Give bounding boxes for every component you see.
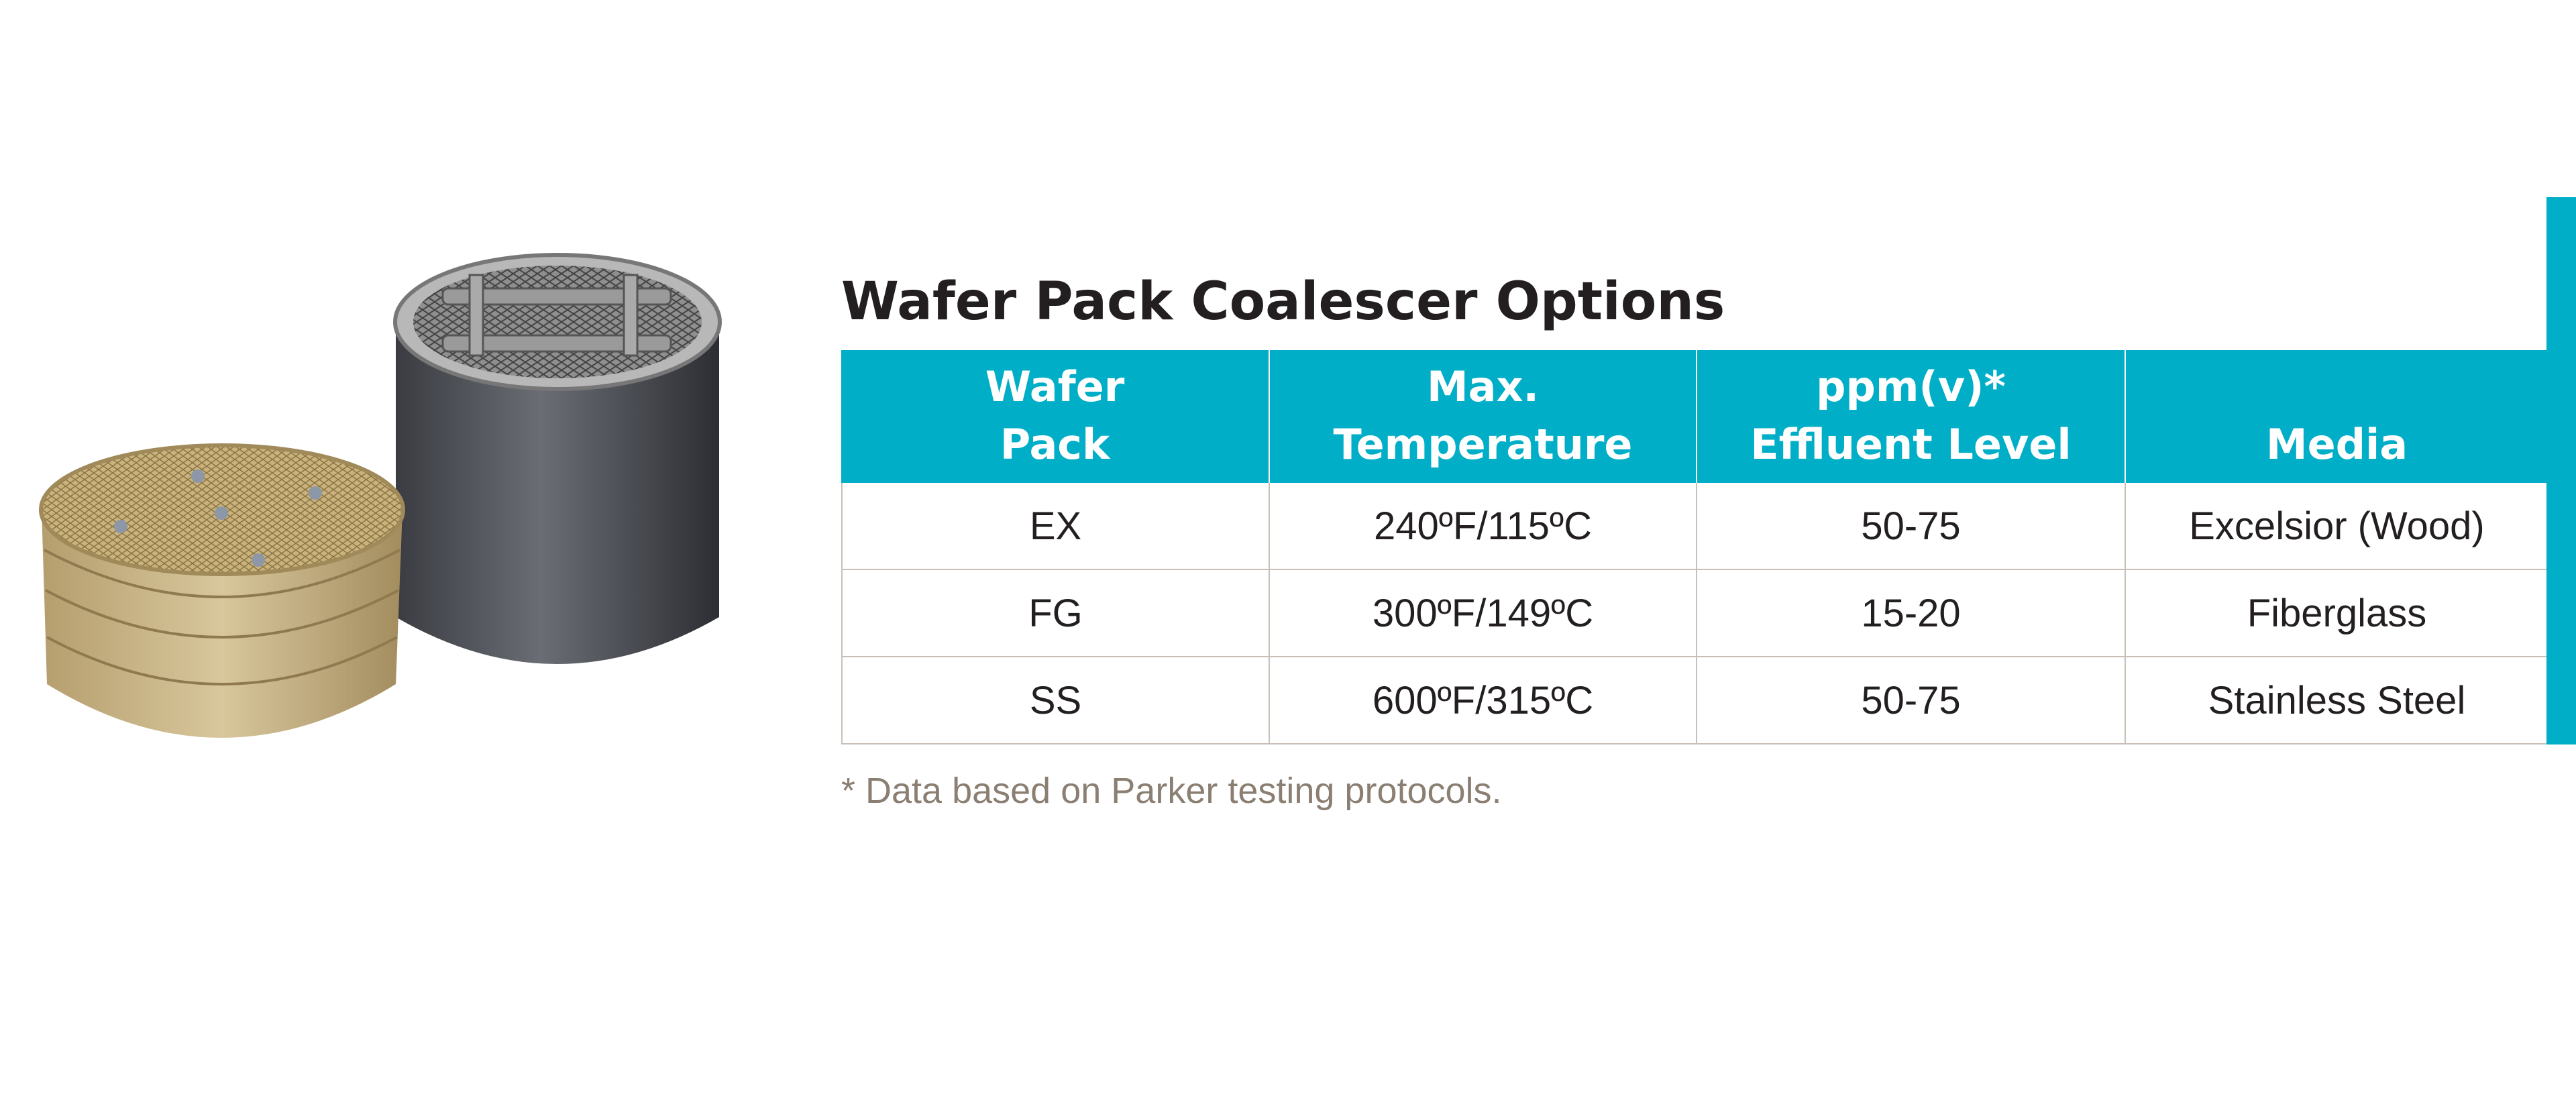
header-text: Pack [1000, 420, 1110, 469]
table-title: Wafer Pack Coalescer Options [841, 272, 1725, 332]
table-cell: FG [841, 570, 1270, 657]
table-cell: SS [841, 657, 1270, 744]
wood-wafer-pack [39, 443, 405, 738]
table-cell: 600ºF/315ºC [1270, 657, 1697, 744]
table-row: EX 240ºF/115ºC 50-75 Excelsior (Wood) [841, 483, 2549, 570]
header-text: Temperature [1333, 420, 1633, 469]
header-row: Wafer Pack Max. Temperature ppm(v)* Effluent … [841, 350, 2549, 483]
footnote: * Data based on Parker testing protocols… [841, 771, 1502, 811]
header-text: Media [2265, 420, 2408, 469]
header-text: Max. [1426, 362, 1540, 411]
header-text: Wafer [985, 362, 1125, 411]
header-text: ppm(v)* [1816, 362, 2006, 411]
steel-wafer-pack [393, 253, 722, 664]
accent-bar [2546, 197, 2576, 744]
table-cell: Fiberglass [2126, 570, 2549, 657]
header-cell: ppm(v)* Effluent Level [1697, 350, 2126, 483]
table-cell: 50-75 [1697, 657, 2126, 744]
table-cell: 50-75 [1697, 483, 2126, 570]
options-table: Wafer Pack Max. Temperature ppm(v)* Effluent … [841, 350, 2549, 744]
table-cell: Stainless Steel [2126, 657, 2549, 744]
table-cell: 15-20 [1697, 570, 2126, 657]
table-cell: Excelsior (Wood) [2126, 483, 2549, 570]
header-cell: Max. Temperature [1270, 350, 1697, 483]
header-cell: Media [2126, 350, 2549, 483]
table-row: SS 600ºF/315ºC 50-75 Stainless Steel [841, 657, 2549, 744]
product-photo [39, 253, 722, 738]
table-cell: 240ºF/115ºC [1270, 483, 1697, 570]
table-cell: EX [841, 483, 1270, 570]
header-text: Effluent Level [1750, 420, 2072, 469]
header-cell: Wafer Pack [841, 350, 1270, 483]
table-cell: 300ºF/149ºC [1270, 570, 1697, 657]
table-row: FG 300ºF/149ºC 15-20 Fiberglass [841, 570, 2549, 657]
